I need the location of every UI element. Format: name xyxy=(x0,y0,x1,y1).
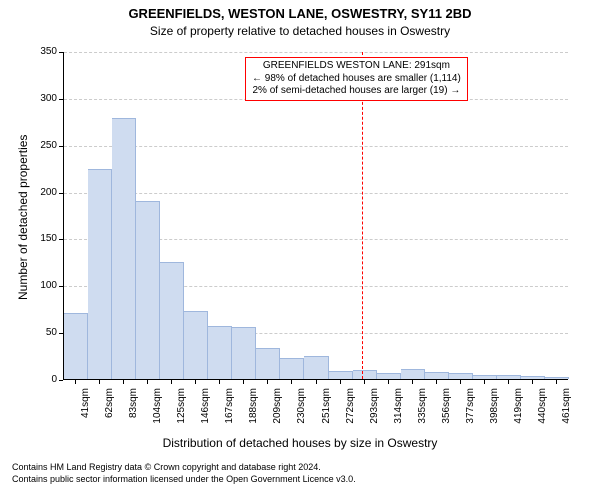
gridline xyxy=(64,52,568,53)
xtick-label: 146sqm xyxy=(200,388,211,438)
xtick-mark xyxy=(316,380,317,384)
ytick-mark xyxy=(59,286,63,287)
ytick-mark xyxy=(59,239,63,240)
gridline xyxy=(64,146,568,147)
xtick-label: 377sqm xyxy=(465,388,476,438)
xtick-mark xyxy=(364,380,365,384)
xtick-label: 419sqm xyxy=(513,388,524,438)
xtick-mark xyxy=(267,380,268,384)
xtick-label: 251sqm xyxy=(321,388,332,438)
xtick-mark xyxy=(484,380,485,384)
histogram-bar xyxy=(449,373,473,379)
ytick-label: 350 xyxy=(27,46,57,57)
xtick-label: 188sqm xyxy=(248,388,259,438)
xtick-mark xyxy=(123,380,124,384)
ytick-mark xyxy=(59,193,63,194)
xtick-mark xyxy=(75,380,76,384)
annotation-line-3: 2% of semi-detached houses are larger (1… xyxy=(252,85,461,98)
footer-line-2: Contains public sector information licen… xyxy=(12,474,356,486)
xtick-label: 293sqm xyxy=(369,388,380,438)
histogram-bar xyxy=(184,311,208,379)
histogram-bar xyxy=(497,375,521,379)
xtick-label: 440sqm xyxy=(537,388,548,438)
histogram-bar xyxy=(377,373,401,379)
histogram-bar xyxy=(256,348,280,379)
annotation-line-2: ← 98% of detached houses are smaller (1,… xyxy=(252,73,461,86)
ytick-label: 50 xyxy=(27,327,57,338)
xtick-label: 209sqm xyxy=(272,388,283,438)
ytick-mark xyxy=(59,333,63,334)
annotation-box: GREENFIELDS WESTON LANE: 291sqm ← 98% of… xyxy=(245,57,468,101)
plot-area xyxy=(63,52,568,380)
histogram-bar xyxy=(112,118,136,379)
xtick-mark xyxy=(532,380,533,384)
ytick-label: 150 xyxy=(27,233,57,244)
xtick-label: 230sqm xyxy=(296,388,307,438)
x-axis-label: Distribution of detached houses by size … xyxy=(0,436,600,450)
chart-subtitle: Size of property relative to detached ho… xyxy=(0,24,600,38)
xtick-label: 167sqm xyxy=(224,388,235,438)
xtick-mark xyxy=(556,380,557,384)
histogram-bar xyxy=(304,356,328,379)
marker-line xyxy=(362,52,363,379)
ytick-label: 100 xyxy=(27,280,57,291)
histogram-bar xyxy=(160,262,184,379)
xtick-mark xyxy=(219,380,220,384)
xtick-label: 398sqm xyxy=(489,388,500,438)
ytick-mark xyxy=(59,146,63,147)
xtick-label: 461sqm xyxy=(561,388,572,438)
ytick-mark xyxy=(59,99,63,100)
histogram-bar xyxy=(232,327,256,379)
xtick-label: 272sqm xyxy=(345,388,356,438)
histogram-bar xyxy=(136,201,160,379)
histogram-bar xyxy=(545,377,569,379)
ytick-label: 250 xyxy=(27,140,57,151)
histogram-bar xyxy=(425,372,449,379)
xtick-mark xyxy=(508,380,509,384)
histogram-bar xyxy=(521,376,545,379)
histogram-bar xyxy=(473,375,497,379)
xtick-mark xyxy=(412,380,413,384)
footer-line-1: Contains HM Land Registry data © Crown c… xyxy=(12,462,356,474)
ytick-label: 200 xyxy=(27,187,57,198)
xtick-mark xyxy=(147,380,148,384)
xtick-mark xyxy=(291,380,292,384)
histogram-bar xyxy=(208,326,232,379)
histogram-bar xyxy=(401,369,425,379)
xtick-label: 41sqm xyxy=(80,388,91,438)
histogram-bar xyxy=(280,358,304,379)
xtick-mark xyxy=(436,380,437,384)
xtick-label: 83sqm xyxy=(128,388,139,438)
ytick-label: 300 xyxy=(27,93,57,104)
histogram-bar xyxy=(353,370,377,379)
ytick-mark xyxy=(59,52,63,53)
xtick-label: 356sqm xyxy=(441,388,452,438)
histogram-bar xyxy=(329,371,353,379)
xtick-label: 125sqm xyxy=(176,388,187,438)
xtick-label: 62sqm xyxy=(104,388,115,438)
chart-title: GREENFIELDS, WESTON LANE, OSWESTRY, SY11… xyxy=(0,6,600,21)
xtick-mark xyxy=(460,380,461,384)
ytick-label: 0 xyxy=(27,374,57,385)
xtick-mark xyxy=(195,380,196,384)
y-axis-label: Number of detached properties xyxy=(16,135,30,300)
xtick-mark xyxy=(388,380,389,384)
xtick-label: 335sqm xyxy=(417,388,428,438)
xtick-label: 314sqm xyxy=(393,388,404,438)
xtick-label: 104sqm xyxy=(152,388,163,438)
histogram-bar xyxy=(88,169,112,379)
chart-footer: Contains HM Land Registry data © Crown c… xyxy=(12,462,356,485)
xtick-mark xyxy=(340,380,341,384)
histogram-bar xyxy=(64,313,88,379)
ytick-mark xyxy=(59,380,63,381)
annotation-line-1: GREENFIELDS WESTON LANE: 291sqm xyxy=(252,60,461,73)
gridline xyxy=(64,193,568,194)
xtick-mark xyxy=(171,380,172,384)
xtick-mark xyxy=(99,380,100,384)
xtick-mark xyxy=(243,380,244,384)
